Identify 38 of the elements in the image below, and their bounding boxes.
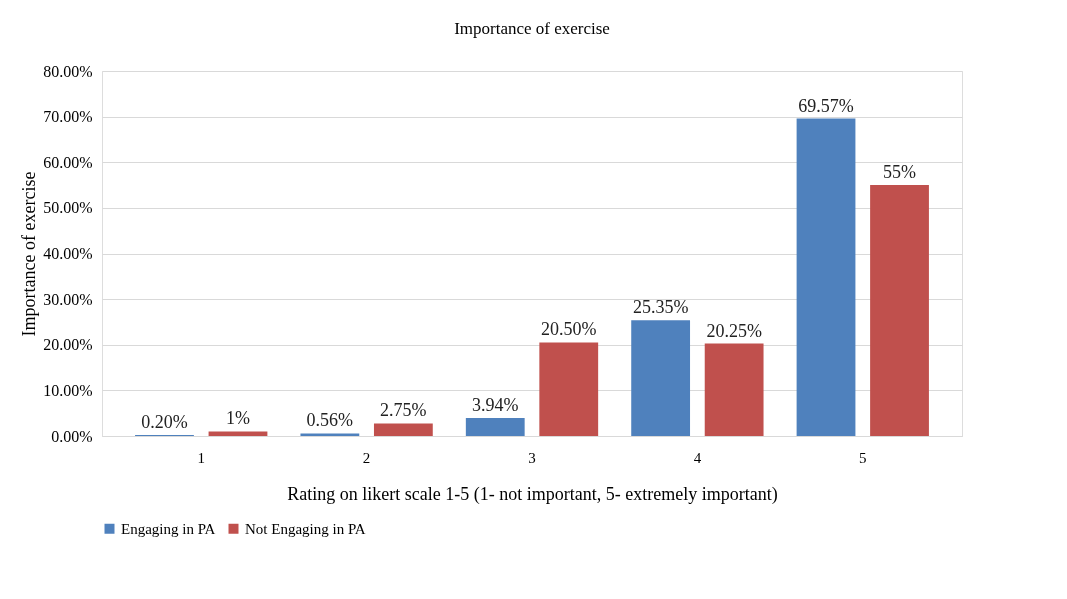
y-tick-label: 0.00%	[51, 427, 93, 445]
bar	[208, 431, 268, 436]
bar	[300, 433, 360, 436]
y-tick-label: 10.00%	[43, 381, 93, 399]
y-tick-label: 70.00%	[43, 108, 93, 126]
legend-label: Not Engaging in PA	[245, 520, 366, 537]
data-label: 3.94%	[472, 395, 519, 416]
bar	[465, 418, 525, 436]
data-label: 0.56%	[306, 410, 354, 431]
data-label: 25.35%	[632, 297, 689, 318]
legend-label: Engaging in PA	[121, 520, 216, 537]
bar	[539, 342, 599, 436]
data-label: 2.75%	[380, 400, 427, 421]
bar	[373, 423, 433, 436]
data-label: 20.50%	[541, 319, 597, 340]
x-tick-label: 4	[693, 449, 702, 466]
y-tick-label: 60.00%	[43, 153, 93, 171]
x-tick-label: 5	[859, 449, 867, 466]
y-tick-label: 30.00%	[43, 290, 93, 308]
y-tick-label: 40.00%	[43, 245, 93, 262]
bar	[796, 118, 856, 436]
bar	[704, 343, 764, 436]
data-label: 20.25%	[706, 320, 762, 341]
y-tick-label: 50.00%	[43, 199, 93, 217]
chart-title: Importance of exercise	[454, 19, 610, 38]
x-tick-label: 1	[197, 449, 205, 466]
y-tick-label: 80.00%	[43, 62, 93, 80]
x-axis-title: Rating on likert scale 1-5 (1- not important, 5- extremely important)	[287, 483, 778, 505]
x-tick-label: 2	[362, 449, 371, 466]
data-label: 55%	[883, 162, 917, 183]
bar	[870, 185, 929, 436]
y-axis-title: Importance of exercise	[19, 171, 40, 337]
y-tick-label: 20.00%	[43, 336, 93, 354]
data-label: 69.57%	[798, 95, 854, 116]
x-tick-label: 3	[528, 449, 536, 466]
data-label: 0.20%	[141, 412, 188, 433]
data-label: 1%	[225, 408, 250, 429]
bar	[631, 320, 691, 436]
